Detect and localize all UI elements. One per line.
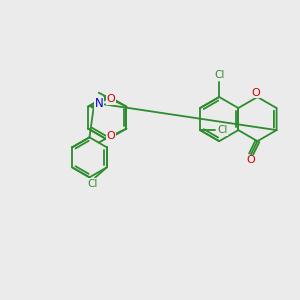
Text: Cl: Cl bbox=[214, 70, 224, 80]
Text: O: O bbox=[107, 94, 116, 104]
Text: O: O bbox=[107, 131, 116, 141]
Text: Cl: Cl bbox=[218, 125, 228, 135]
Text: O: O bbox=[247, 155, 255, 165]
Text: N: N bbox=[95, 97, 103, 110]
Text: Cl: Cl bbox=[87, 178, 97, 189]
Text: O: O bbox=[252, 88, 260, 98]
